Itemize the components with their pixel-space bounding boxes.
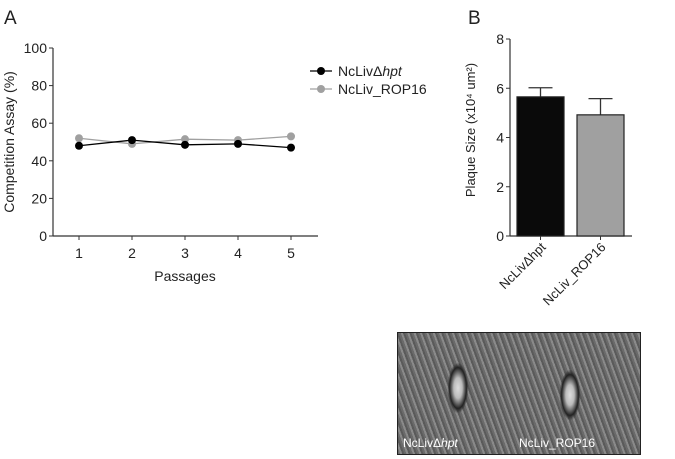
y-axis-label-a: Competition Assay (%) (1, 71, 17, 213)
bar (516, 96, 565, 237)
data-point (181, 135, 189, 144)
y-tick-label-a: 20 (31, 190, 47, 206)
data-point (287, 143, 295, 152)
legend-marker (317, 67, 325, 75)
y-tick-label-a: 0 (39, 228, 47, 244)
bar (576, 114, 625, 237)
panel-label-b: B (468, 8, 481, 29)
label-italic: hpt (441, 436, 458, 450)
y-tick-label-b: 6 (496, 80, 504, 96)
x-tick-label-b: NcLivΔhpt (496, 239, 549, 292)
micrograph-label-right: NcLiv_ROP16 (519, 436, 596, 450)
data-point (75, 141, 83, 150)
x-axis-label-a: Passages (154, 268, 215, 284)
y-tick-label-a: 40 (31, 153, 47, 169)
x-tick-label-a: 5 (287, 245, 295, 261)
y-tick-label-a: 100 (24, 40, 48, 56)
y-tick-label-b: 2 (496, 179, 504, 195)
data-point (75, 134, 83, 143)
y-tick-label-b: 0 (496, 228, 504, 244)
y-tick-label-b: 8 (496, 31, 504, 47)
y-tick-label-a: 80 (31, 78, 47, 94)
y-tick-label-b: 4 (496, 130, 504, 146)
legend-marker (317, 85, 325, 93)
x-tick-label-a: 1 (75, 245, 83, 261)
plaque-micrograph: NcLivΔhpt NcLiv_ROP16 (397, 332, 641, 455)
data-point (128, 136, 136, 145)
data-point (287, 132, 295, 141)
x-tick-label-a: 2 (128, 245, 136, 261)
legend-label: NcLiv_ROP16 (338, 81, 427, 97)
y-tick-label-a: 60 (31, 115, 47, 131)
legend-label: NcLivΔhpt (338, 63, 403, 79)
x-tick-label-a: 3 (181, 245, 189, 261)
y-axis-label-b: Plaque Size (x10⁴ um²) (463, 63, 478, 197)
panel-label-a: A (4, 8, 17, 29)
data-point (234, 139, 242, 148)
x-tick-label-b: NcLiv_ROP16 (540, 240, 609, 309)
micrograph-label-left: NcLivΔhpt (403, 436, 458, 450)
label-plain: NcLivΔ (403, 436, 442, 450)
data-point (181, 140, 189, 149)
x-tick-label-a: 4 (234, 245, 242, 261)
